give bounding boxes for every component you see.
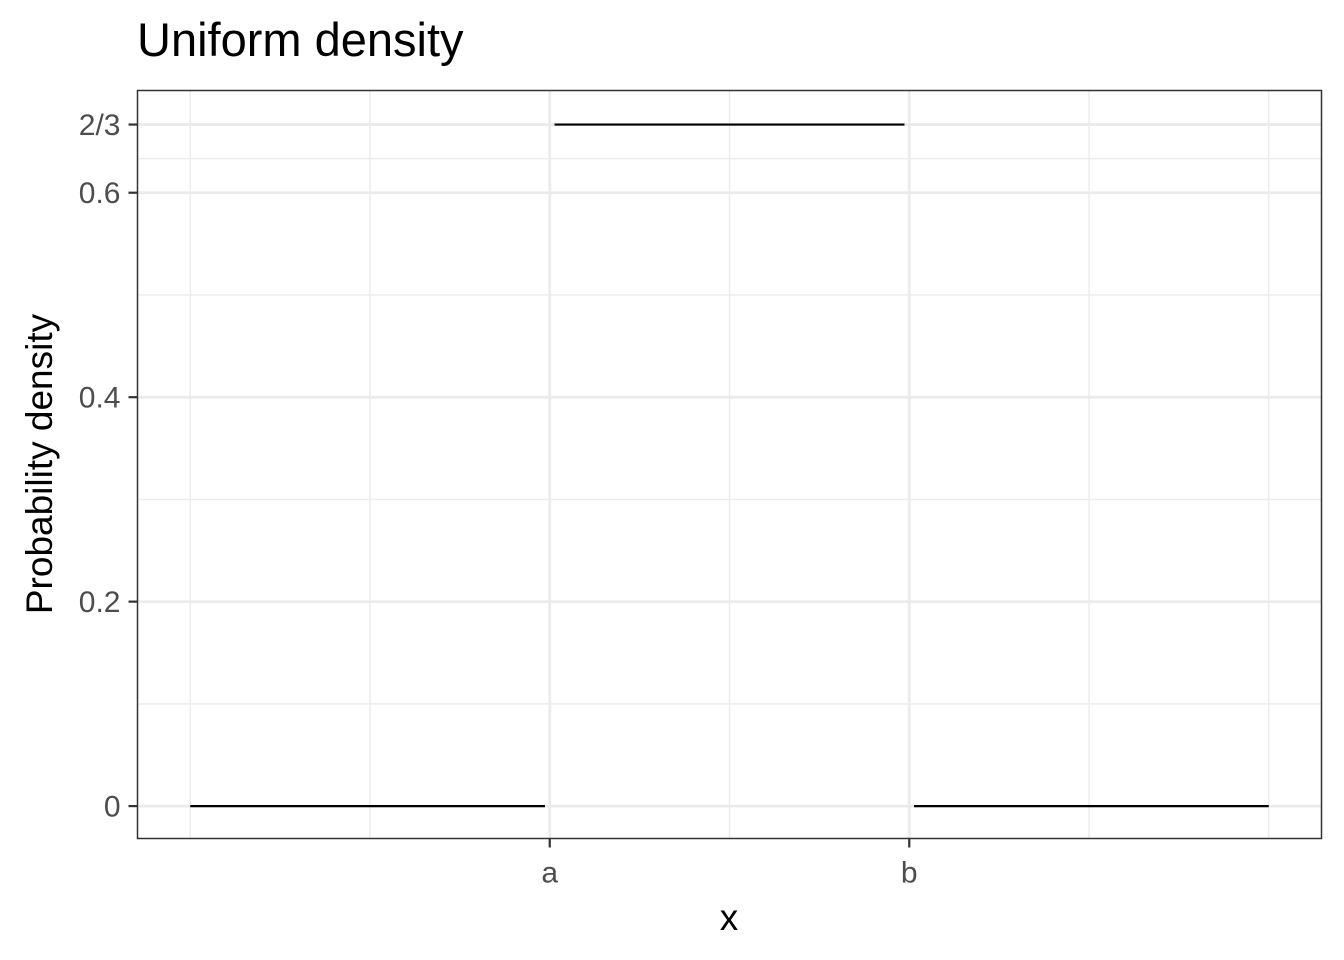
- density-series: [190, 123, 1269, 808]
- y-tick-label: 0: [104, 791, 121, 824]
- panel-border: [136, 89, 1323, 840]
- minor-grid: [137, 90, 1322, 839]
- y-axis: 0 0.2 0.4 0.6 2/3: [79, 109, 138, 824]
- y-tick-label: 0.2: [79, 586, 121, 619]
- y-tick-label: 0.4: [79, 382, 121, 415]
- plot-panel: [136, 89, 1323, 840]
- x-tick-label: a: [541, 857, 558, 890]
- y-tick-label: 2/3: [79, 109, 121, 142]
- x-axis-title: x: [720, 897, 739, 938]
- chart-title: Uniform density: [137, 13, 464, 66]
- x-tick-label: b: [901, 857, 918, 890]
- y-tick-label: 0.6: [79, 177, 121, 210]
- y-axis-title: Probability density: [19, 313, 60, 614]
